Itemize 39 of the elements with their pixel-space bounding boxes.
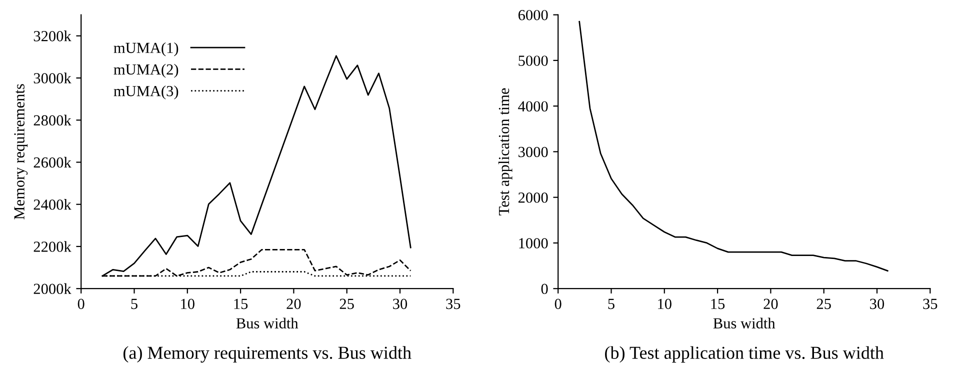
- x-axis-title: Bus width: [236, 318, 298, 328]
- y-tick-label: 2600k: [34, 156, 72, 168]
- x-tick-label: 25: [816, 298, 831, 310]
- x-tick-label: 0: [554, 298, 562, 310]
- y-tick-label: 3000k: [34, 72, 72, 84]
- y-axis-title: Test application time: [498, 88, 512, 216]
- y-tick-label: 2200k: [34, 241, 72, 252]
- y-tick-label: 4000: [518, 101, 548, 112]
- x-tick-label: 5: [608, 298, 614, 310]
- y-tick-label: 2000k: [34, 283, 72, 294]
- y-tick-label: 0: [541, 284, 548, 294]
- x-tick-label: 35: [923, 298, 938, 310]
- x-tick-label: 15: [711, 298, 725, 310]
- y-tick-label: 3200k: [34, 30, 72, 42]
- legend-label: mUMA(3): [114, 86, 178, 100]
- y-tick-label: 2400k: [34, 199, 72, 210]
- text: (a) Memory requirements vs. Bus width: [123, 346, 412, 363]
- x-tick-label: 30: [870, 298, 884, 310]
- y-tick-label: 2800k: [34, 114, 72, 126]
- legend-label: mUMA(1): [114, 42, 178, 56]
- x-tick-label: 30: [393, 298, 408, 310]
- y-tick-label: 6000: [518, 10, 548, 20]
- x-tick-label: 10: [658, 298, 672, 310]
- y-tick-label: 2000: [518, 192, 548, 203]
- text: (b) Test application time vs. Bus width: [605, 346, 884, 363]
- x-tick-label: 0: [78, 298, 84, 310]
- x-tick-label: 20: [764, 298, 778, 310]
- x-tick-label: 20: [286, 298, 301, 310]
- legend-label: mUMA(2): [114, 64, 178, 78]
- x-tick-label: 10: [181, 298, 194, 310]
- y-tick-label: 3000: [518, 146, 548, 158]
- y-axis-title: Memory requirements: [14, 84, 28, 220]
- x-tick-label: 15: [234, 298, 248, 310]
- x-tick-label: 35: [446, 298, 460, 310]
- x-axis-title: Bus width: [713, 318, 776, 328]
- y-tick-label: 1000: [519, 238, 548, 248]
- y-tick-label: 5000: [518, 56, 548, 66]
- x-tick-label: 5: [131, 298, 138, 310]
- x-tick-label: 25: [340, 298, 354, 310]
